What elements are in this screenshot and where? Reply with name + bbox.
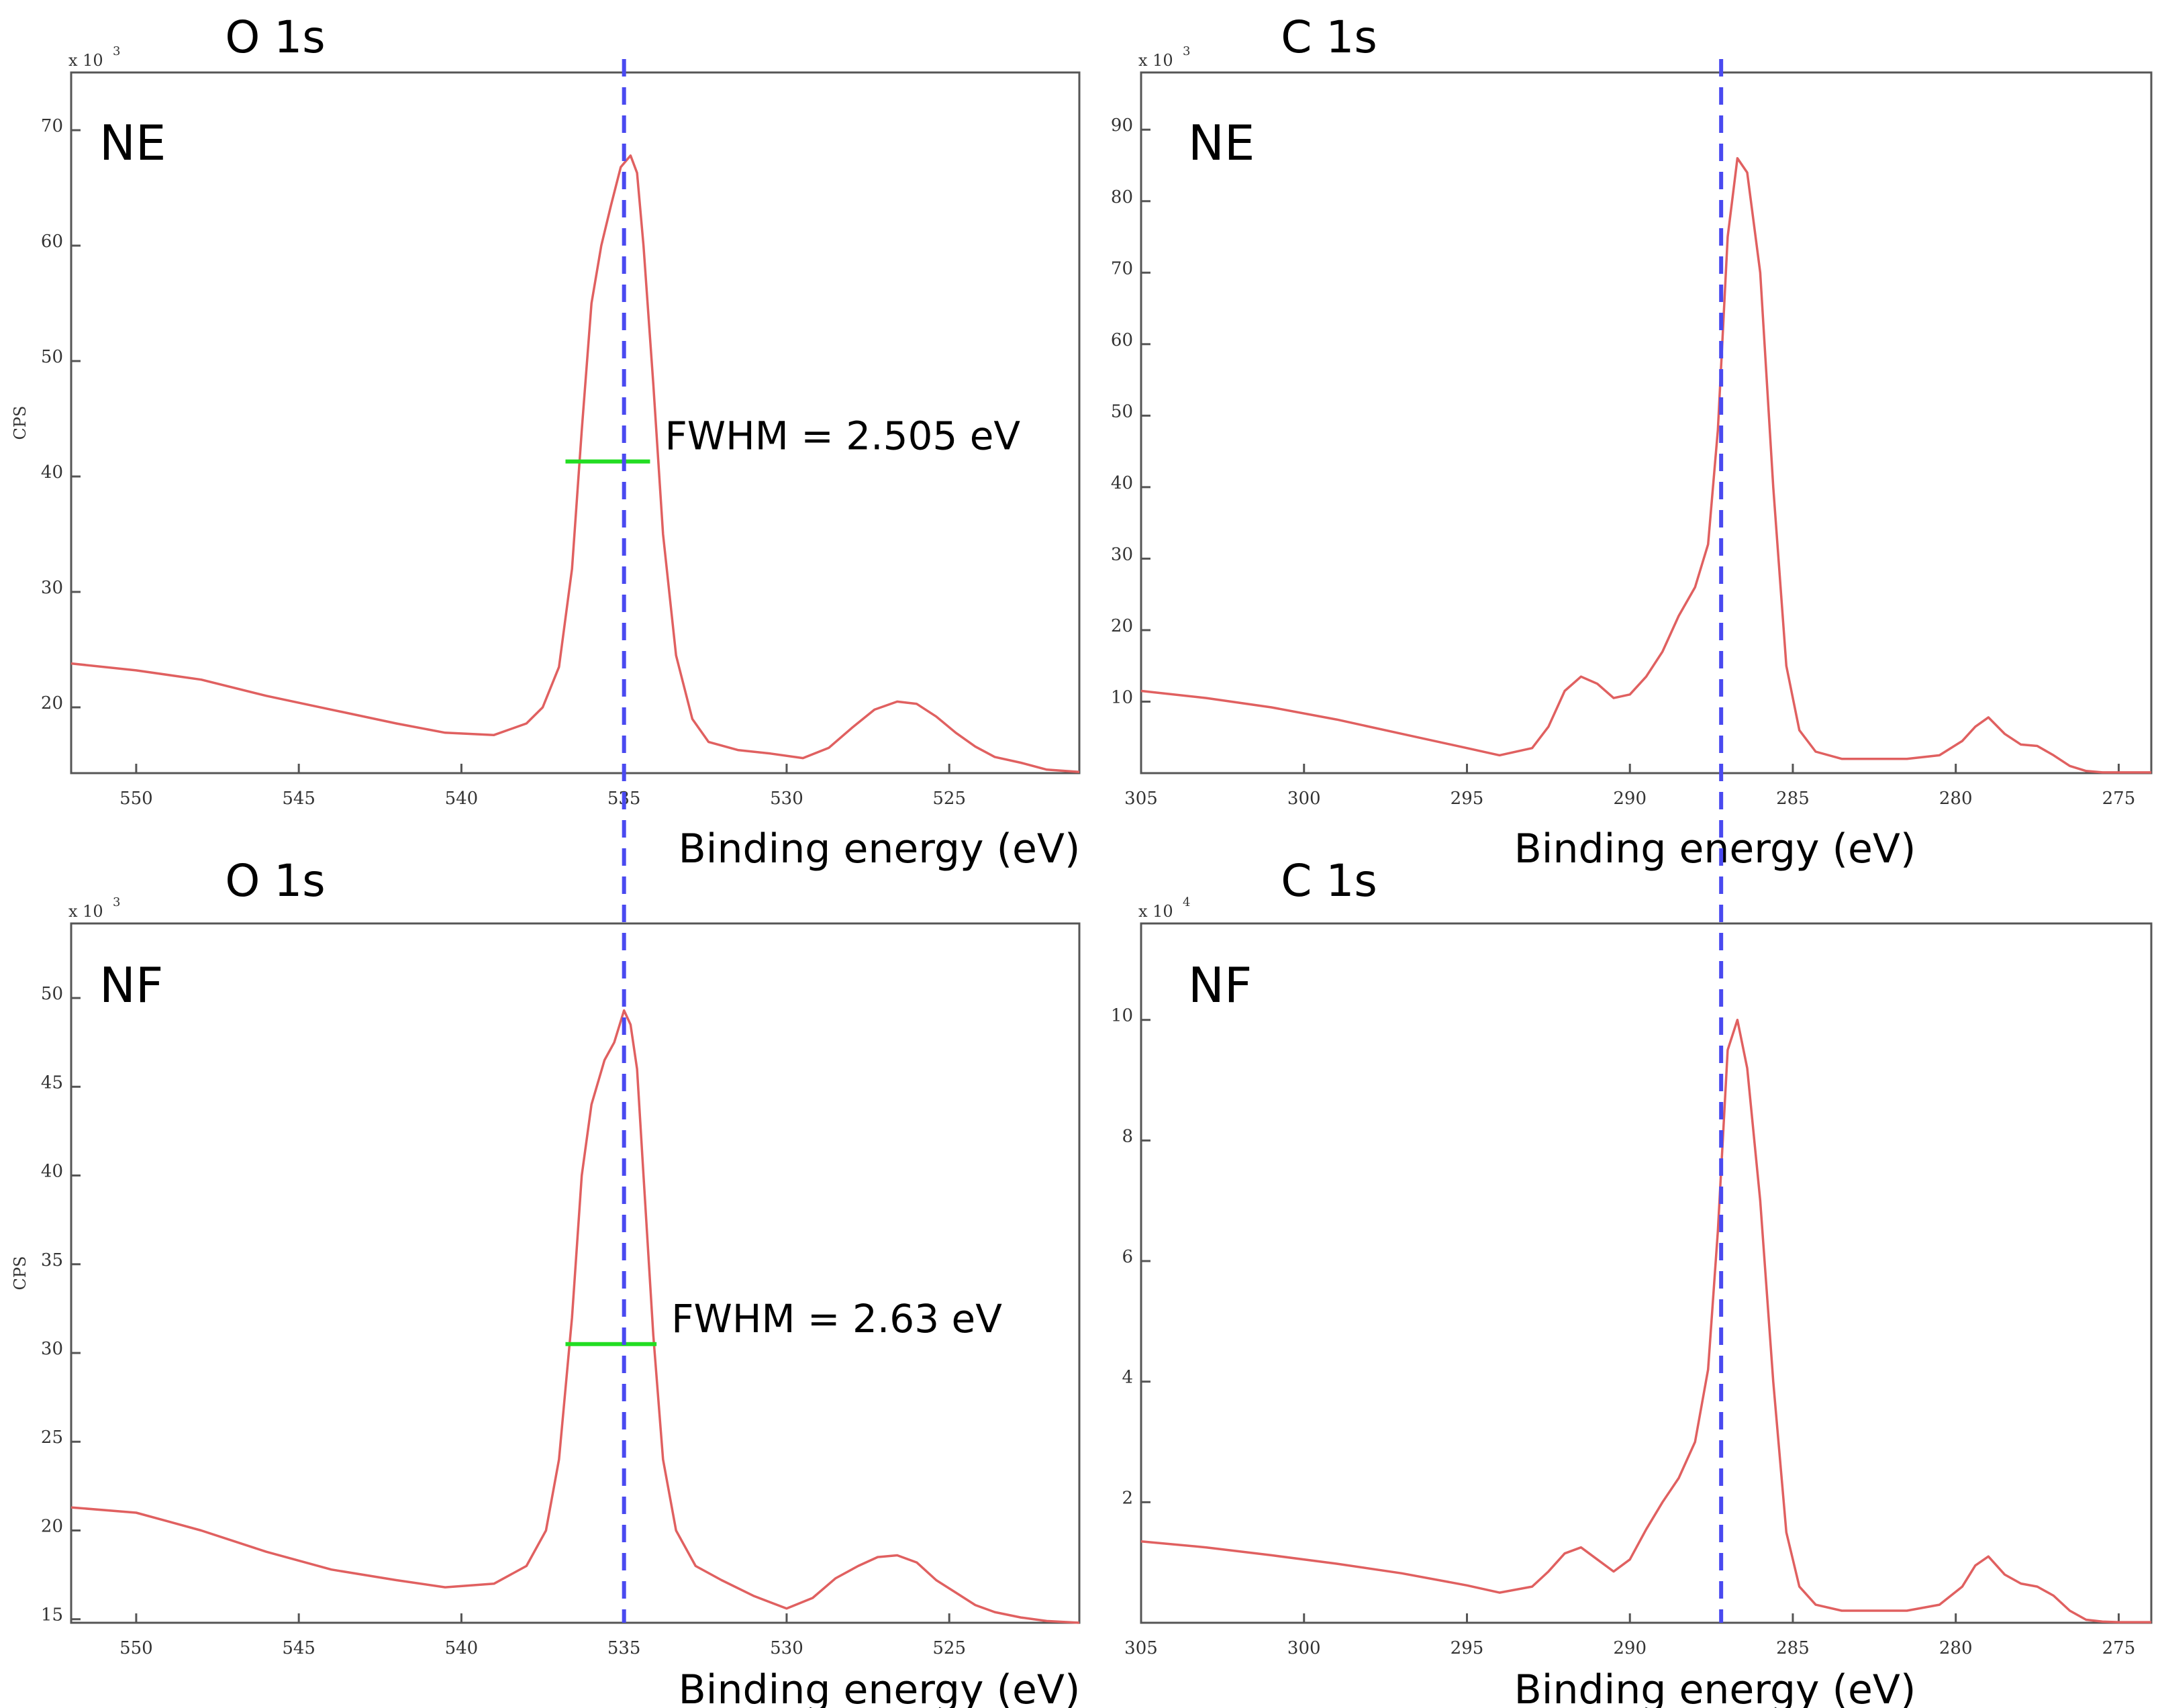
x-tick-label: 300: [1287, 1638, 1321, 1658]
x-tick-label: 280: [1939, 789, 1973, 809]
x-axis-label: Binding energy (eV): [679, 825, 1081, 872]
plot-frame: [1140, 922, 2153, 1624]
y-axis-multiplier: x 10: [68, 51, 103, 70]
x-tick-label: 530: [770, 1638, 803, 1658]
y-tick-label: 10: [1111, 1006, 1133, 1026]
y-tick-label: 20: [41, 1516, 63, 1536]
y-tick-label: 2: [1122, 1488, 1133, 1508]
fwhm-annotation: FWHM = 2.505 eV: [665, 413, 1020, 459]
x-tick-label: 540: [445, 1638, 479, 1658]
x-tick-label: 550: [119, 1638, 153, 1658]
y-axis-multiplier: x 10: [68, 902, 103, 921]
x-axis-label: Binding energy (eV): [1514, 1666, 1916, 1708]
x-tick-label: 305: [1124, 789, 1158, 809]
spectrum-line: [70, 1009, 1080, 1624]
spectrum-line: [1140, 1018, 2151, 1623]
y-axis-multiplier: x 10: [1138, 51, 1173, 70]
x-tick-label: 280: [1939, 1638, 1973, 1658]
y-tick-label: 60: [1111, 330, 1133, 350]
y-axis-exponent: 3: [113, 895, 120, 909]
reference-lines: [622, 59, 1724, 1623]
panel-c1s-nf: C 1s NF Binding energy (eV) 305 300 295 290…: [1111, 855, 2153, 1708]
y-tick-label: 20: [41, 693, 63, 713]
x-tick-label: 530: [770, 789, 803, 809]
y-tick-label: 50: [1111, 401, 1133, 421]
x-tick-label: 535: [607, 1638, 641, 1658]
y-tick-label: 4: [1122, 1368, 1133, 1388]
y-tick-label: 10: [1111, 687, 1133, 707]
panel-o1s-nf: O 1s NF Binding energy (eV) 550 545 540 535…: [11, 855, 1081, 1708]
y-axis-exponent: 3: [113, 44, 120, 58]
panel-title: O 1s: [225, 855, 325, 907]
x-tick-label: 525: [932, 1638, 966, 1658]
x-tick-label: 285: [1776, 789, 1810, 809]
y-tick-label: 50: [41, 347, 63, 367]
x-tick-label: 275: [2102, 789, 2136, 809]
x-tick-label: 550: [119, 789, 153, 809]
x-axis-label: Binding energy (eV): [1514, 825, 1916, 872]
x-tick-label: 545: [282, 1638, 315, 1658]
y-tick-label: 50: [41, 984, 63, 1004]
y-axis-exponent: 3: [1183, 44, 1190, 58]
y-axis-exponent: 4: [1183, 895, 1190, 909]
panel-c1s-ne: C 1s NE Binding energy (eV) 305 300 295 290…: [1111, 11, 2153, 872]
y-tick-label: 70: [1111, 258, 1133, 279]
x-tick-label: 300: [1287, 789, 1321, 809]
y-tick-label: 6: [1122, 1247, 1133, 1267]
y-tick-label: 90: [1111, 115, 1133, 136]
x-axis-label: Binding energy (eV): [679, 1666, 1081, 1708]
sample-label: NE: [1188, 115, 1255, 171]
x-tick-label: 545: [282, 789, 315, 809]
y-tick-label: 30: [41, 1339, 63, 1359]
y-tick-label: 30: [41, 578, 63, 598]
x-tick-label: 540: [445, 789, 479, 809]
y-tick-label: 70: [41, 116, 63, 136]
x-tick-label: 295: [1451, 789, 1484, 809]
y-tick-label: 20: [1111, 616, 1133, 636]
x-tick-label: 525: [932, 789, 966, 809]
y-tick-label: 60: [41, 232, 63, 252]
y-tick-label: 8: [1122, 1126, 1133, 1146]
y-axis-label: CPS: [11, 1256, 30, 1291]
spectrum-line: [70, 154, 1080, 774]
y-tick-label: 35: [41, 1250, 63, 1270]
plot-frame: [70, 922, 1081, 1624]
y-tick-label: 15: [41, 1605, 63, 1625]
sample-label: NF: [99, 957, 163, 1013]
x-tick-label: 305: [1124, 1638, 1158, 1658]
fwhm-annotation: FWHM = 2.63 eV: [671, 1296, 1002, 1342]
x-tick-label: 295: [1451, 1638, 1484, 1658]
x-tick-label: 275: [2102, 1638, 2136, 1658]
plot-frame: [1140, 71, 2153, 774]
y-tick-label: 80: [1111, 187, 1133, 207]
panel-title: C 1s: [1281, 11, 1377, 63]
sample-label: NF: [1188, 957, 1252, 1013]
sample-label: NE: [99, 115, 166, 171]
y-axis-multiplier: x 10: [1138, 902, 1173, 921]
y-tick-label: 45: [41, 1072, 63, 1093]
panel-title: O 1s: [225, 11, 325, 63]
y-axis-label: CPS: [11, 406, 30, 440]
spectrum-line: [1140, 157, 2151, 774]
y-tick-label: 25: [41, 1427, 63, 1448]
y-tick-label: 40: [41, 462, 63, 483]
panel-o1s-ne: O 1s NE Binding energy (eV) 550545540535…: [11, 11, 1081, 872]
x-tick-label: 290: [1613, 789, 1647, 809]
x-tick-label: 285: [1776, 1638, 1810, 1658]
y-tick-label: 30: [1111, 544, 1133, 564]
y-tick-label: 40: [41, 1162, 63, 1182]
panel-title: C 1s: [1281, 855, 1377, 907]
x-tick-label: 290: [1613, 1638, 1647, 1658]
plot-frame: [70, 71, 1081, 774]
y-tick-label: 40: [1111, 473, 1133, 493]
